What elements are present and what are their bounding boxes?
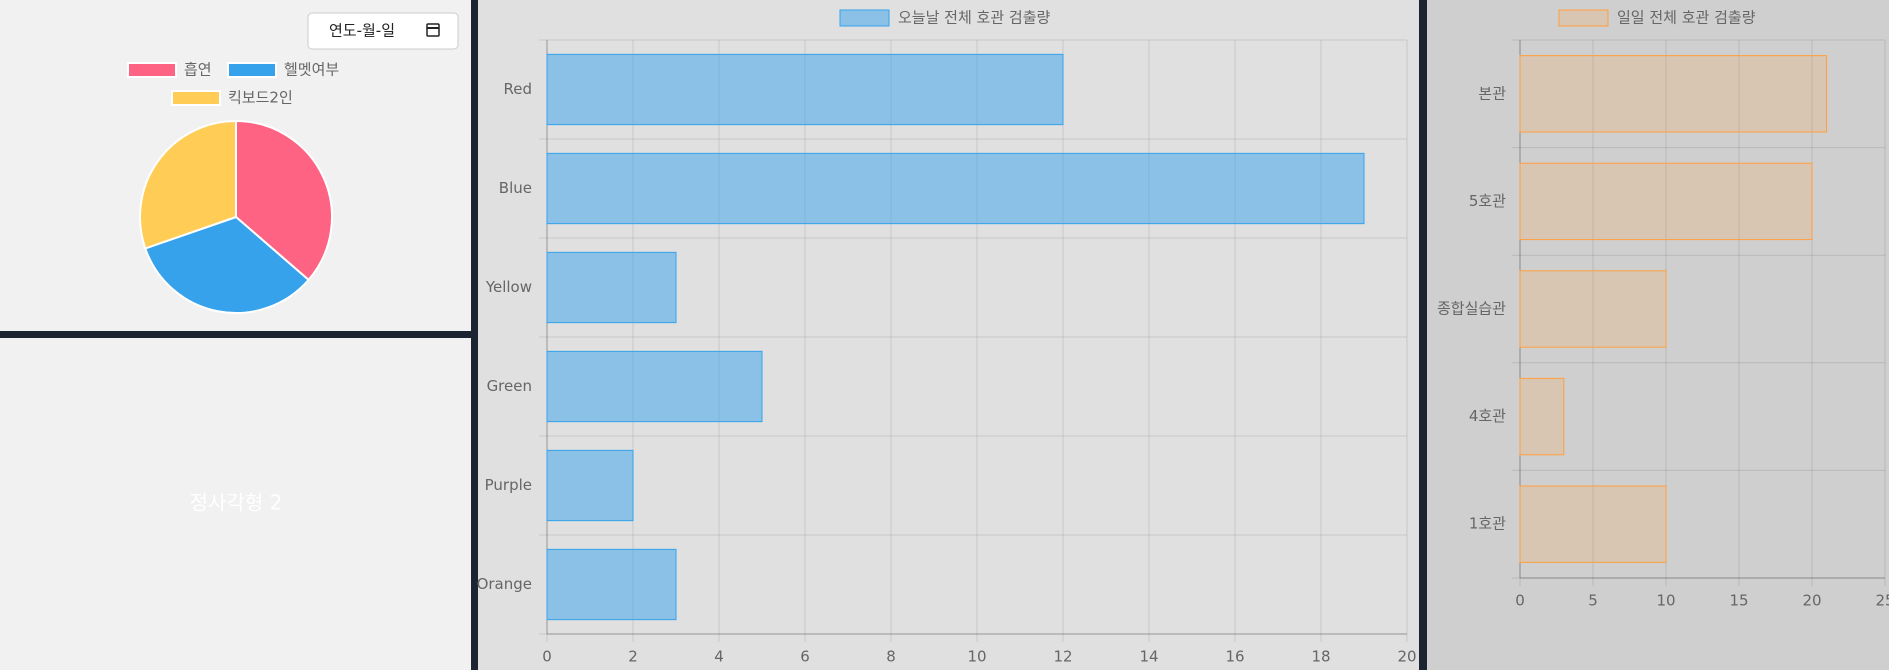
- x-tick-label: 18: [1311, 648, 1330, 666]
- y-tick-label: 1호관: [1469, 515, 1506, 533]
- bar: [1519, 270, 1667, 348]
- legend-label: 오늘날 전체 호관 검출량: [898, 9, 1051, 27]
- date-input[interactable]: [307, 12, 459, 50]
- x-tick-label: 25: [1875, 592, 1889, 610]
- x-tick-label: 14: [1139, 648, 1158, 666]
- x-tick-label: 5: [1588, 592, 1598, 610]
- y-tick-label: 종합실습관: [1437, 300, 1506, 318]
- x-tick-label: 10: [1656, 592, 1675, 610]
- calendar-icon[interactable]: [426, 23, 440, 37]
- legend-label: 킥보드2인: [228, 89, 293, 107]
- y-tick-label: 5호관: [1469, 192, 1506, 210]
- legend-label: 흡연: [184, 61, 212, 79]
- x-tick-label: 2: [628, 648, 638, 666]
- panel-label: 정사각형 2: [190, 491, 283, 515]
- bar: [546, 449, 634, 522]
- y-tick-label: Blue: [499, 179, 532, 197]
- bar: [546, 53, 1064, 126]
- date-placeholder: 연도-월-일: [329, 22, 395, 40]
- x-tick-label: 0: [542, 648, 552, 666]
- x-tick-label: 12: [1053, 648, 1072, 666]
- x-tick-label: 6: [800, 648, 810, 666]
- x-tick-label: 10: [967, 648, 986, 666]
- legend-label: 헬멧여부: [284, 61, 339, 79]
- y-tick-label: Orange: [477, 575, 532, 593]
- x-tick-label: 15: [1729, 592, 1748, 610]
- legend-swatch: [227, 62, 277, 78]
- bar: [1519, 377, 1565, 456]
- x-tick-label: 8: [886, 648, 896, 666]
- bar-panel: [1427, 0, 1889, 670]
- pie-slice: [235, 119, 333, 282]
- bar: [546, 548, 677, 621]
- x-tick-label: 0: [1515, 592, 1525, 610]
- legend-swatch: [127, 62, 177, 78]
- x-tick-label: 16: [1225, 648, 1244, 666]
- y-tick-label: 4호관: [1469, 407, 1506, 425]
- bar: [1519, 55, 1828, 133]
- pie-slice: [139, 119, 237, 250]
- bar: [546, 251, 677, 324]
- placeholder-panel: [0, 338, 471, 670]
- bar: [546, 350, 763, 423]
- legend-swatch: [839, 9, 890, 27]
- legend-label: 일일 전체 호관 검출량: [1617, 9, 1756, 27]
- legend-swatch: [171, 90, 221, 106]
- x-tick-label: 20: [1397, 648, 1416, 666]
- pie-slice: [144, 215, 310, 314]
- y-tick-label: Yellow: [485, 278, 532, 296]
- bar: [1519, 162, 1813, 241]
- bar: [1519, 485, 1667, 563]
- y-tick-label: Green: [487, 377, 532, 395]
- y-tick-label: Purple: [485, 476, 532, 494]
- y-tick-label: 본관: [1478, 84, 1506, 102]
- bar: [546, 152, 1365, 225]
- x-tick-label: 4: [714, 648, 724, 666]
- y-tick-label: Red: [504, 80, 533, 98]
- legend-swatch: [1558, 9, 1609, 27]
- x-tick-label: 20: [1802, 592, 1821, 610]
